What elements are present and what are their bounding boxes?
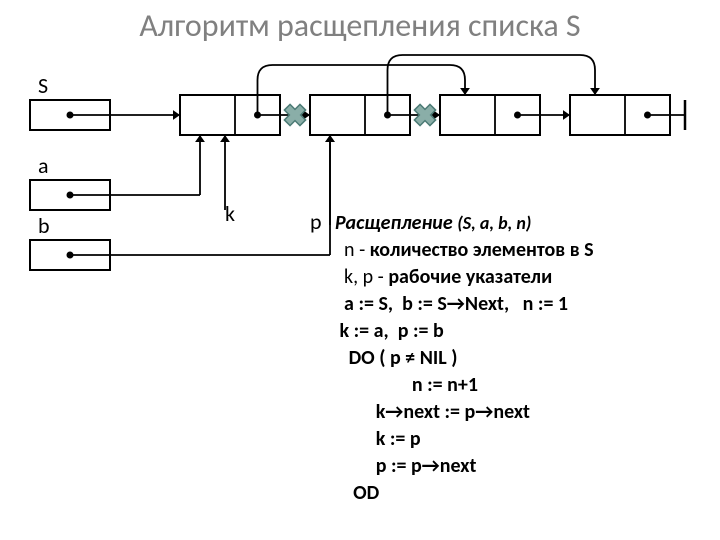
pseudo-l6: n := n+1 [335,372,705,399]
pseudo-l1-bold: количество элементов в S [370,238,594,262]
label-b: b [38,212,50,239]
pseudo-l5: DO ( p ≠ NIL ) [335,345,705,372]
label-S: S [38,72,48,99]
pseudo-l3: a := S, b := S→Next, n := 1 [335,291,705,318]
pseudocode: Расщепление (S, a, b, n) n - количество … [335,210,705,507]
pseudo-l2-bold: рабочие указатели [388,265,552,289]
page-title: Алгоритм расщепления списка S [0,6,720,45]
pseudo-l7: k→next := p→next [335,399,705,426]
pseudo-l1-pre: n - [335,238,370,262]
pseudo-l9: p := p→next [335,453,705,480]
pseudo-l4: k := a, p := b [335,318,705,345]
pseudo-args: (S, a, b, n) [457,212,531,234]
label-a: a [38,152,49,179]
pseudo-l10: OD [335,480,705,507]
pseudo-l8: k := p [335,426,705,453]
pseudo-l2-pre: k, p - [335,265,388,289]
pseudo-header: Расщепление [335,211,453,235]
label-k: k [225,200,235,227]
label-p: p [310,208,322,235]
